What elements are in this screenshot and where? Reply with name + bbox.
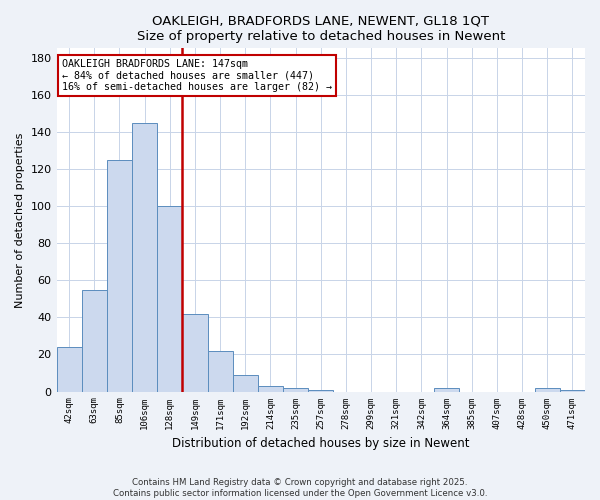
- Bar: [258, 386, 283, 392]
- Bar: [283, 388, 308, 392]
- Bar: [434, 388, 459, 392]
- Text: OAKLEIGH BRADFORDS LANE: 147sqm
← 84% of detached houses are smaller (447)
16% o: OAKLEIGH BRADFORDS LANE: 147sqm ← 84% of…: [62, 58, 332, 92]
- Y-axis label: Number of detached properties: Number of detached properties: [15, 132, 25, 308]
- Bar: [107, 160, 132, 392]
- Bar: [157, 206, 182, 392]
- Text: Contains HM Land Registry data © Crown copyright and database right 2025.
Contai: Contains HM Land Registry data © Crown c…: [113, 478, 487, 498]
- Bar: [208, 350, 233, 392]
- X-axis label: Distribution of detached houses by size in Newent: Distribution of detached houses by size …: [172, 437, 470, 450]
- Bar: [560, 390, 585, 392]
- Bar: [233, 375, 258, 392]
- Bar: [308, 390, 334, 392]
- Title: OAKLEIGH, BRADFORDS LANE, NEWENT, GL18 1QT
Size of property relative to detached: OAKLEIGH, BRADFORDS LANE, NEWENT, GL18 1…: [137, 15, 505, 43]
- Bar: [82, 290, 107, 392]
- Bar: [182, 314, 208, 392]
- Bar: [132, 122, 157, 392]
- Bar: [56, 347, 82, 392]
- Bar: [535, 388, 560, 392]
